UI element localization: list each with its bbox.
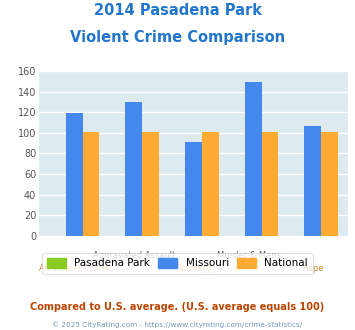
Text: © 2025 CityRating.com - https://www.cityrating.com/crime-statistics/: © 2025 CityRating.com - https://www.city… [53,322,302,328]
Bar [304,126,321,236]
Bar [262,132,278,236]
Bar [321,132,338,236]
Text: Violent Crime Comparison: Violent Crime Comparison [70,30,285,45]
Bar [202,132,219,236]
Bar [245,82,262,236]
Text: Robbery: Robbery [176,264,211,273]
Text: Compared to U.S. average. (U.S. average equals 100): Compared to U.S. average. (U.S. average … [31,302,324,312]
Legend: Pasadena Park, Missouri, National: Pasadena Park, Missouri, National [42,253,313,274]
Text: 2014 Pasadena Park: 2014 Pasadena Park [93,3,262,18]
Bar [185,142,202,236]
Bar [142,132,159,236]
Bar [83,132,99,236]
Text: Rape: Rape [302,264,323,273]
Text: Murder & Mans...: Murder & Mans... [217,251,289,260]
Bar [125,102,142,236]
Text: All Violent Crime: All Violent Crime [39,264,109,273]
Text: Aggravated Assault: Aggravated Assault [93,251,175,260]
Bar [66,113,83,236]
